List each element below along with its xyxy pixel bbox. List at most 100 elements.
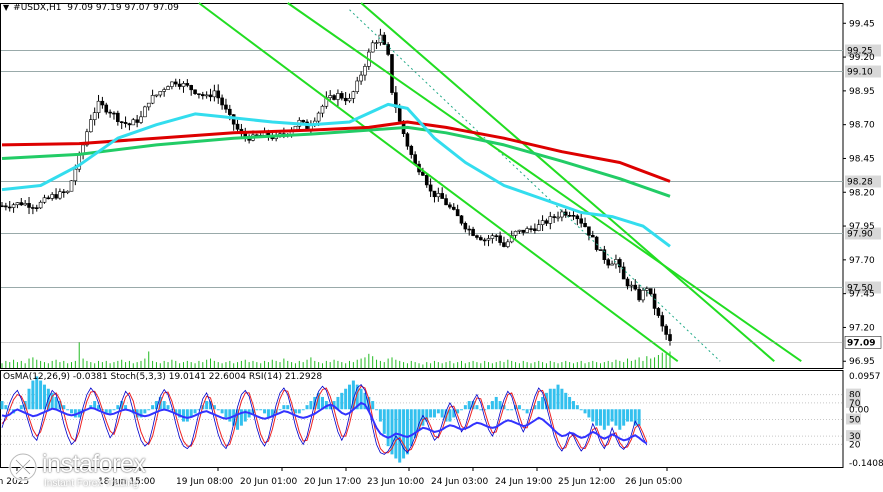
price-level-label: 99.10 <box>847 68 873 78</box>
osma-bar <box>390 409 394 455</box>
candle-body <box>397 107 402 122</box>
candle-body <box>135 119 139 123</box>
candle-body <box>177 83 182 87</box>
osma-bar <box>348 384 352 410</box>
candle-body <box>170 81 174 87</box>
candle-body <box>413 154 417 165</box>
osma-bar <box>487 405 491 410</box>
osma-bar <box>317 392 321 410</box>
osma-bar <box>108 409 112 414</box>
indicator-axis-label: -0.1408 <box>849 459 883 469</box>
main-pane-frame <box>0 3 844 369</box>
osma-bar <box>112 409 116 411</box>
osma-bar <box>405 409 409 455</box>
candle-body <box>355 80 360 92</box>
price-axis-label: 98.70 <box>849 121 875 131</box>
osma-bar <box>560 388 564 410</box>
osma-bar <box>239 409 243 426</box>
candle-body <box>444 198 448 206</box>
osma-bar <box>220 409 224 414</box>
candle-body <box>0 205 4 208</box>
osma-bar <box>421 409 425 426</box>
time-axis-label: 23 Jun 10:00 <box>367 477 424 487</box>
candle-body <box>463 222 468 230</box>
osma-bar <box>70 409 74 414</box>
candle-body <box>69 180 74 192</box>
indicator-axis-label: 20 <box>849 440 861 450</box>
candle-body <box>61 191 66 193</box>
candle-body <box>587 226 591 236</box>
candle-body <box>645 288 649 291</box>
candle-body <box>116 112 120 122</box>
osma-bar <box>31 380 35 410</box>
osma-bar <box>243 409 247 422</box>
osma-bar <box>490 401 494 410</box>
osma-bar <box>571 401 575 410</box>
candle-body <box>181 83 186 87</box>
indicator-axis-label: 0.0957 <box>849 372 881 382</box>
osma-bar <box>197 409 201 411</box>
candle-body <box>112 112 116 115</box>
candle-body <box>139 116 143 123</box>
candle-body <box>328 95 333 99</box>
osma-bar <box>39 380 43 410</box>
osma-bar <box>514 405 518 410</box>
osma-bar <box>479 409 483 411</box>
candle-body <box>571 215 576 217</box>
price-axis-label: 96.95 <box>849 357 875 367</box>
osma-bar <box>97 405 101 410</box>
osma-bar <box>363 392 367 410</box>
candle-body <box>185 83 190 86</box>
osma-bar <box>259 409 263 411</box>
osma-bar <box>228 409 232 422</box>
candle-body <box>386 44 390 55</box>
ma-cyan-line <box>1 102 671 248</box>
candle-body <box>560 211 564 218</box>
indicator-pane-frame <box>0 370 844 468</box>
osma-bar <box>417 409 421 430</box>
candle-body <box>96 100 101 114</box>
price-axis-label: 99.20 <box>849 53 875 63</box>
candle-body <box>575 215 580 220</box>
candle-body <box>11 204 16 208</box>
osma-bar <box>626 409 630 422</box>
osma-bar <box>35 376 39 410</box>
osma-bar <box>19 405 23 410</box>
candle-body <box>621 266 626 280</box>
osma-bar <box>224 409 228 418</box>
osma-bar <box>236 409 240 430</box>
osma-bar <box>104 409 108 414</box>
candle-body <box>424 175 429 186</box>
current-price-label: 97.09 <box>847 338 875 348</box>
candle-body <box>525 228 529 233</box>
osma-bar <box>297 409 301 414</box>
osma-bar <box>116 405 120 410</box>
candle-body <box>50 194 54 199</box>
osma-bar <box>456 409 460 414</box>
logo-tagline: Instant Forex Trading <box>44 478 139 489</box>
osma-bar <box>58 401 62 410</box>
osma-bar <box>517 405 521 410</box>
ma-green-line <box>1 125 671 198</box>
osma-bar <box>548 388 552 410</box>
price-axis-label: 99.45 <box>849 19 875 29</box>
osma-bar <box>440 409 444 418</box>
ohlc-values: 97.09 97.19 97.07 97.09 <box>67 3 179 13</box>
indicator-level-tag <box>846 396 861 408</box>
candle-body <box>4 205 8 208</box>
osma-bar <box>216 409 220 411</box>
dropdown-arrow-icon[interactable]: ▼ <box>3 3 10 12</box>
osma-bar <box>494 396 498 410</box>
candle-body <box>336 93 340 100</box>
stoch-main-line <box>1 384 648 455</box>
osma-bar <box>463 405 467 410</box>
candle-body <box>200 94 205 97</box>
indicator-label: OsMA(12,26,9) -0.0381 Stoch(5,3,3) 19.01… <box>3 372 323 382</box>
osma-bar <box>93 401 97 410</box>
time-axis-label: 24 Jun 03:00 <box>431 477 488 487</box>
symbol-label: #USDX,H1 <box>13 3 62 13</box>
candle-body <box>482 239 487 242</box>
osma-bar <box>293 409 297 414</box>
candle-body <box>123 122 128 124</box>
